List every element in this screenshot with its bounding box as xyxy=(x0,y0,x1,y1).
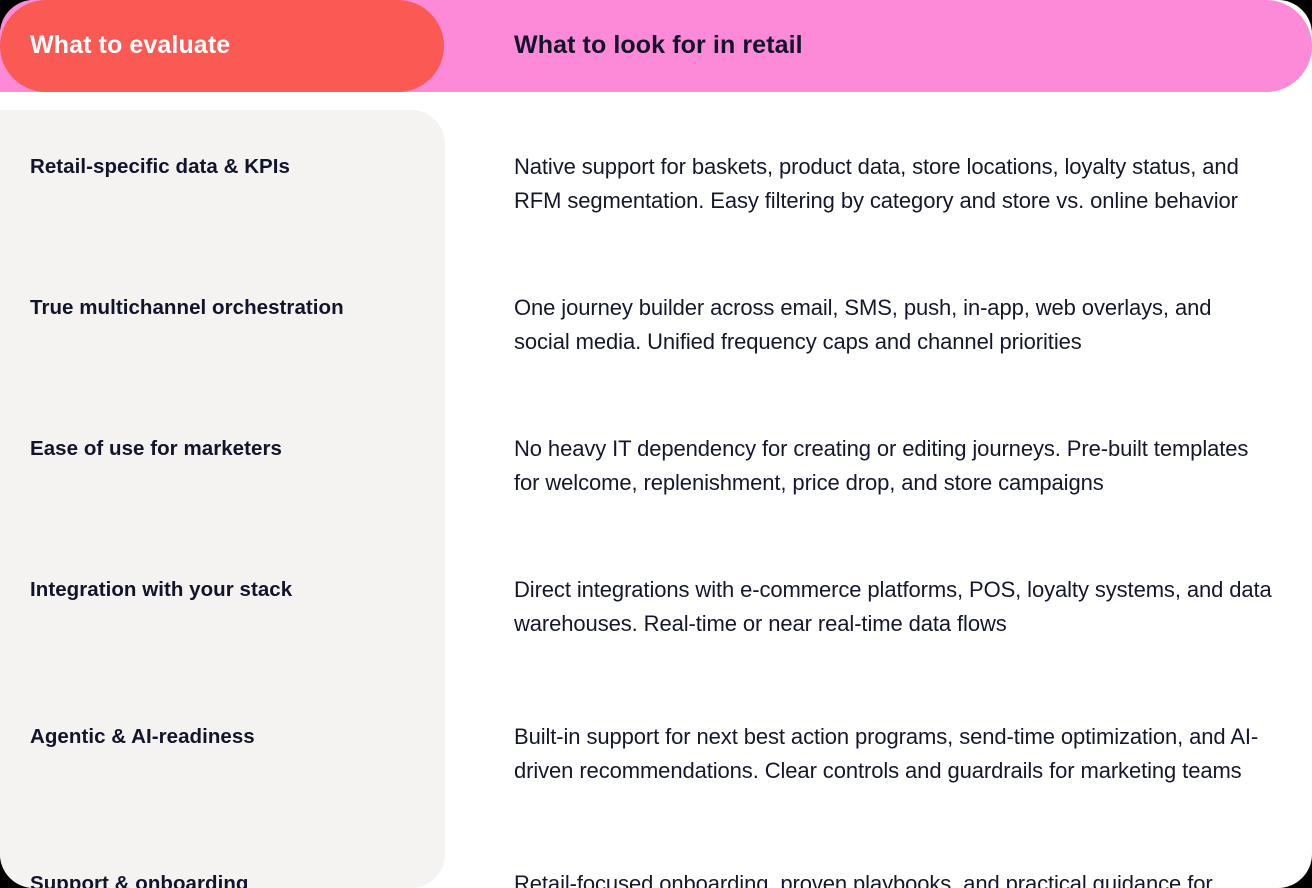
row-label: True multichannel orchestration xyxy=(30,296,344,319)
left-column-panel xyxy=(0,110,445,888)
table-row: Agentic & AI-readiness Built-in support … xyxy=(0,699,1312,846)
row-label: Support & onboarding xyxy=(30,872,249,888)
header-label-evaluate: What to evaluate xyxy=(30,31,231,60)
table-row: Integration with your stack Direct integ… xyxy=(0,558,1312,699)
row-description: Built-in support for next best action pr… xyxy=(514,724,1259,784)
table-row: Ease of use for marketers No heavy IT de… xyxy=(0,417,1312,558)
row-label: Integration with your stack xyxy=(30,578,293,601)
header-pill-highlight xyxy=(0,0,444,92)
row-label: Agentic & AI-readiness xyxy=(30,725,255,748)
header-cell-evaluate: What to evaluate xyxy=(30,0,230,92)
table-row: Retail-specific data & KPIs Native suppo… xyxy=(0,110,1312,276)
row-label: Retail-specific data & KPIs xyxy=(30,155,290,178)
table-header: What to evaluate What to look for in ret… xyxy=(0,0,1312,92)
table-body: Retail-specific data & KPIs Native suppo… xyxy=(0,110,1312,888)
row-description: Native support for baskets, product data… xyxy=(514,154,1239,214)
row-description: Direct integrations with e-commerce plat… xyxy=(514,577,1272,637)
table-row: Support & onboarding Retail-focused onbo… xyxy=(0,846,1312,888)
row-description: One journey builder across email, SMS, p… xyxy=(514,295,1212,355)
table-rows: Retail-specific data & KPIs Native suppo… xyxy=(0,110,1312,888)
row-description: No heavy IT dependency for creating or e… xyxy=(514,436,1249,496)
table-row: True multichannel orchestration One jour… xyxy=(0,276,1312,417)
row-description: Retail-focused onboarding, proven playbo… xyxy=(514,871,1213,888)
header-label-retail: What to look for in retail xyxy=(514,31,803,60)
row-label: Ease of use for marketers xyxy=(30,437,282,460)
header-cell-retail: What to look for in retail xyxy=(514,0,803,92)
